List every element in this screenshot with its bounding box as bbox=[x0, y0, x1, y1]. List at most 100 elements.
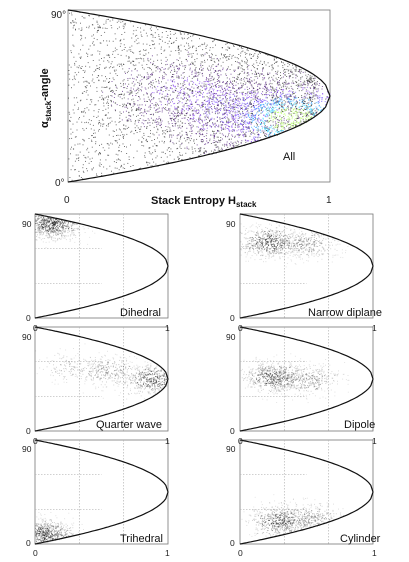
data-point bbox=[79, 56, 81, 58]
data-point bbox=[253, 54, 255, 56]
data-point bbox=[257, 104, 259, 106]
data-point bbox=[245, 108, 247, 110]
data-point bbox=[77, 143, 79, 145]
data-point bbox=[59, 221, 61, 223]
data-point bbox=[113, 97, 115, 98]
data-point bbox=[99, 162, 101, 164]
data-point bbox=[160, 127, 162, 129]
data-point bbox=[188, 84, 190, 86]
data-point bbox=[194, 61, 196, 63]
data-point bbox=[137, 37, 139, 39]
data-point bbox=[189, 115, 191, 116]
data-point bbox=[112, 51, 114, 53]
data-point bbox=[68, 228, 70, 230]
data-point bbox=[166, 87, 168, 89]
data-point bbox=[276, 121, 278, 123]
data-point bbox=[243, 97, 245, 99]
data-point bbox=[47, 216, 49, 218]
data-point bbox=[136, 150, 138, 152]
data-point bbox=[131, 110, 133, 112]
data-point bbox=[170, 130, 172, 132]
data-point bbox=[159, 110, 161, 112]
data-point bbox=[180, 127, 182, 129]
data-point bbox=[147, 67, 149, 68]
data-point bbox=[313, 86, 315, 88]
data-point bbox=[275, 124, 277, 126]
data-point bbox=[78, 118, 80, 120]
data-point bbox=[265, 92, 267, 93]
data-point bbox=[220, 124, 222, 126]
data-point bbox=[184, 68, 186, 70]
data-point bbox=[150, 34, 152, 36]
data-point bbox=[130, 89, 132, 91]
data-point bbox=[289, 90, 290, 92]
data-point bbox=[146, 113, 147, 115]
data-point bbox=[238, 62, 240, 64]
data-point bbox=[202, 126, 204, 128]
data-point bbox=[201, 82, 203, 84]
data-point bbox=[267, 134, 269, 136]
data-point bbox=[216, 146, 218, 148]
data-point bbox=[244, 62, 246, 64]
data-point bbox=[216, 110, 218, 112]
data-point bbox=[238, 105, 240, 107]
data-point bbox=[76, 228, 78, 230]
data-point bbox=[39, 215, 41, 217]
data-point bbox=[206, 93, 208, 95]
data-point bbox=[231, 83, 233, 85]
data-point bbox=[202, 133, 203, 135]
data-point bbox=[212, 97, 214, 99]
data-point bbox=[82, 70, 84, 71]
data-point bbox=[149, 124, 151, 126]
data-point bbox=[131, 130, 133, 132]
data-point bbox=[302, 82, 304, 84]
data-point bbox=[207, 142, 209, 144]
data-point bbox=[209, 92, 210, 94]
data-point bbox=[163, 132, 165, 134]
data-point bbox=[151, 84, 153, 86]
data-point bbox=[240, 65, 242, 67]
data-point bbox=[272, 89, 274, 91]
data-point bbox=[119, 45, 121, 47]
data-point bbox=[70, 239, 72, 241]
data-point bbox=[48, 219, 50, 221]
data-point bbox=[257, 88, 259, 90]
data-point bbox=[212, 93, 214, 95]
data-point bbox=[118, 150, 119, 152]
data-point bbox=[239, 72, 241, 74]
data-point bbox=[211, 150, 212, 152]
data-point bbox=[212, 47, 214, 49]
data-point bbox=[288, 91, 290, 93]
data-point bbox=[266, 108, 268, 110]
data-point bbox=[241, 107, 243, 109]
data-point bbox=[264, 135, 266, 137]
data-point bbox=[71, 231, 73, 233]
data-point bbox=[283, 100, 285, 102]
data-point bbox=[52, 224, 54, 226]
data-point bbox=[78, 159, 80, 161]
data-point bbox=[229, 121, 231, 123]
data-point bbox=[288, 112, 290, 114]
data-point bbox=[272, 118, 274, 120]
data-point bbox=[153, 104, 155, 106]
data-point bbox=[207, 117, 209, 119]
data-point bbox=[190, 106, 192, 108]
data-point bbox=[112, 92, 114, 93]
data-point bbox=[171, 123, 173, 124]
data-point bbox=[152, 98, 154, 100]
data-point bbox=[201, 139, 203, 141]
data-point bbox=[222, 127, 224, 129]
data-point bbox=[189, 99, 191, 101]
data-point bbox=[247, 102, 248, 104]
data-point bbox=[277, 84, 279, 86]
data-point bbox=[287, 96, 289, 98]
data-point bbox=[310, 106, 311, 108]
data-point bbox=[177, 83, 179, 85]
data-point bbox=[188, 37, 190, 39]
data-point bbox=[288, 96, 290, 98]
data-point bbox=[82, 144, 84, 146]
data-point bbox=[303, 109, 304, 111]
data-point bbox=[143, 123, 145, 125]
data-point bbox=[204, 150, 206, 152]
data-point bbox=[203, 55, 205, 57]
